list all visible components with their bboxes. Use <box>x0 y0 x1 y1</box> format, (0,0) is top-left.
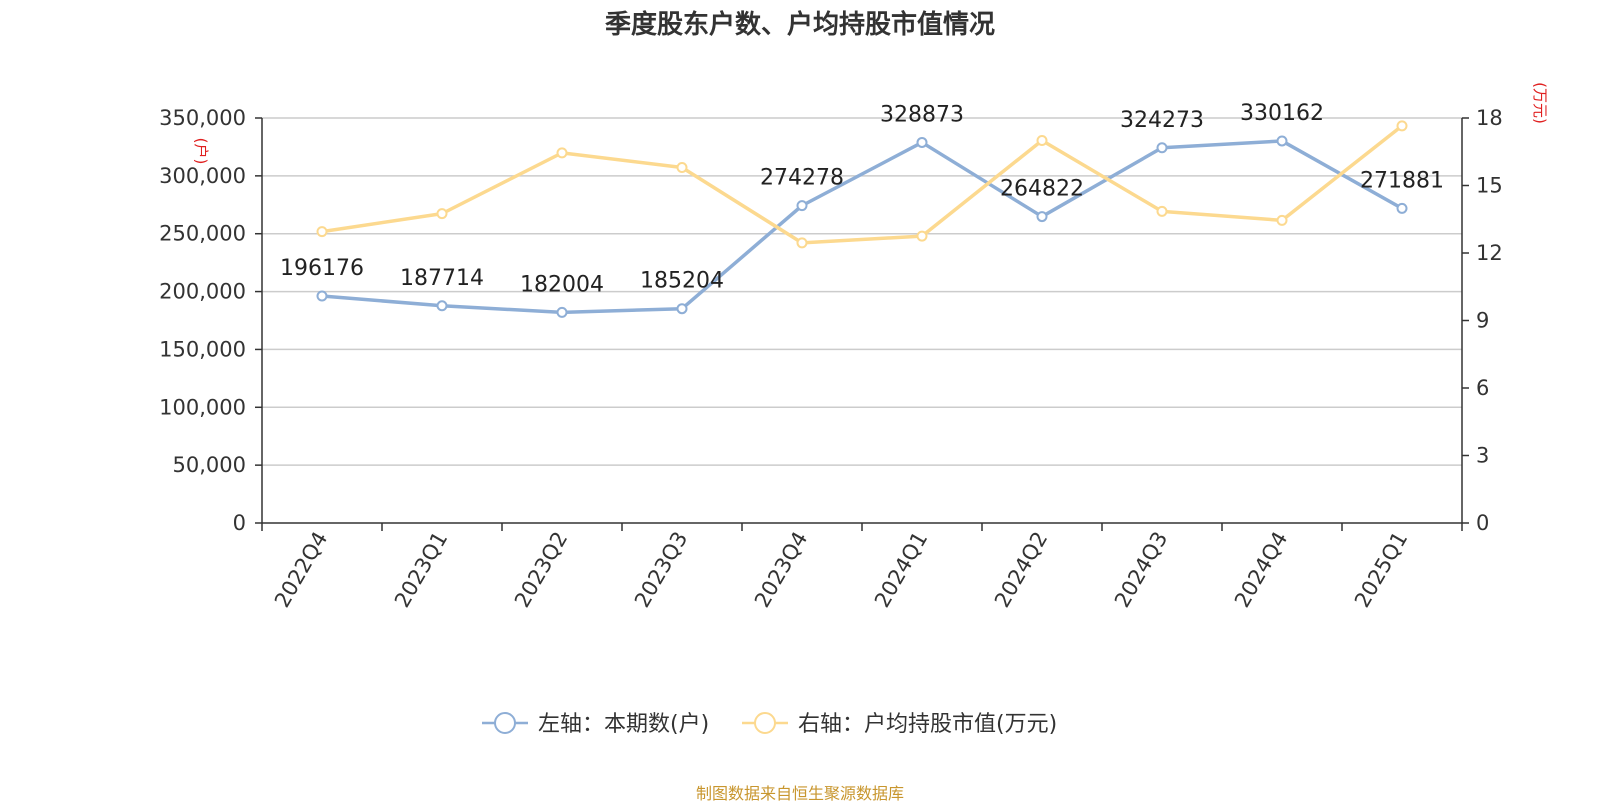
x-axis-tick-label: 2025Q1 <box>1350 528 1412 612</box>
left-axis-unit: (户) <box>192 138 210 165</box>
left-axis-tick-label: 250,000 <box>159 222 246 246</box>
legend-marker <box>754 712 776 734</box>
left-axis-tick-label: 200,000 <box>159 280 246 304</box>
grid-lines <box>262 117 1462 466</box>
data-label: 274278 <box>760 166 844 191</box>
right-axis-tick-label: 18 <box>1476 106 1503 130</box>
x-axis-tick-label: 2024Q3 <box>1110 528 1172 612</box>
series-point-right <box>676 162 688 173</box>
right-axis-tick-label: 3 <box>1476 444 1489 468</box>
left-axis-tick-label: 300,000 <box>159 164 246 188</box>
data-label: 271881 <box>1360 168 1444 193</box>
chart-title: 季度股东户数、户均持股市值情况 <box>604 10 995 40</box>
series-point-left <box>1036 211 1048 223</box>
legend-item-left-series[interactable]: 左轴：本期数(户) <box>482 712 709 737</box>
left-axis-tick-label: 350,000 <box>159 106 246 130</box>
x-axis-tick-label: 2022Q4 <box>270 528 332 612</box>
series-point-left <box>676 303 688 315</box>
data-label: 187714 <box>400 266 484 291</box>
series-point-left <box>1276 135 1288 147</box>
series-point-right <box>796 237 808 249</box>
data-label: 185204 <box>640 269 724 294</box>
right-axis-tick-label: 15 <box>1476 174 1503 198</box>
right-axis-tick-label: 0 <box>1476 511 1489 535</box>
x-axis-tick-label: 2024Q1 <box>870 528 932 612</box>
series-point-left <box>1156 142 1168 154</box>
data-label: 330162 <box>1240 101 1324 126</box>
series-line-left <box>321 139 1403 315</box>
right-axis-tick-label: 9 <box>1476 309 1489 333</box>
data-label: 324273 <box>1120 108 1204 133</box>
data-label: 182004 <box>520 272 604 297</box>
series-point-left <box>916 136 928 148</box>
legend-label: 右轴：户均持股市值(万元) <box>798 712 1057 737</box>
series-point-left <box>796 200 808 212</box>
series-point-right <box>316 226 328 238</box>
series-point-right <box>1036 135 1048 146</box>
x-axis-tick-label: 2023Q2 <box>510 528 572 612</box>
x-axis-tick-label: 2023Q3 <box>630 528 692 612</box>
legend[interactable]: 左轴：本期数(户) 右轴：户均持股市值(万元) <box>482 712 1057 737</box>
x-axis-tick-label: 2024Q2 <box>990 528 1052 612</box>
axes: 0 50,000 100,000 150,000 200,000 250,000 300,0… <box>159 82 1549 612</box>
right-axis-tick-label: 12 <box>1476 241 1503 265</box>
series-point-right <box>556 147 568 159</box>
left-axis-tick-label: 100,000 <box>159 395 246 419</box>
series-point-right <box>916 230 928 242</box>
data-labels: 196176 187714 182004 185204 274278 328873 2648… <box>280 101 1444 297</box>
left-axis-tick-label: 0 <box>233 511 246 535</box>
right-axis-tick-label: 6 <box>1476 376 1489 400</box>
series-point-left <box>316 290 328 302</box>
series-point-left <box>556 306 568 318</box>
left-axis-tick-label: 150,000 <box>159 337 246 361</box>
series-line-right <box>321 124 1404 245</box>
series-point-left <box>1396 202 1408 214</box>
series-lines <box>316 120 1408 318</box>
series-point-right <box>1156 205 1168 217</box>
legend-item-right-series[interactable]: 右轴：户均持股市值(万元) <box>742 712 1057 737</box>
series-point-right <box>436 208 448 220</box>
data-label: 264822 <box>1000 177 1084 202</box>
x-axis-tick-label: 2024Q4 <box>1230 528 1292 612</box>
series-point-left <box>436 300 448 312</box>
x-axis-tick-label: 2023Q4 <box>750 528 812 612</box>
series-point-right <box>1396 120 1408 132</box>
data-label: 328873 <box>880 102 964 127</box>
left-axis-tick-label: 50,000 <box>173 453 246 477</box>
right-axis-unit: (万元) <box>1531 82 1549 124</box>
data-label: 196176 <box>280 256 364 281</box>
legend-label: 左轴：本期数(户) <box>538 712 709 737</box>
x-axis-tick-label: 2023Q1 <box>390 528 452 612</box>
legend-marker <box>494 712 516 734</box>
source-note: 制图数据来自恒生聚源数据库 <box>695 784 904 803</box>
series-point-right <box>1276 214 1288 226</box>
